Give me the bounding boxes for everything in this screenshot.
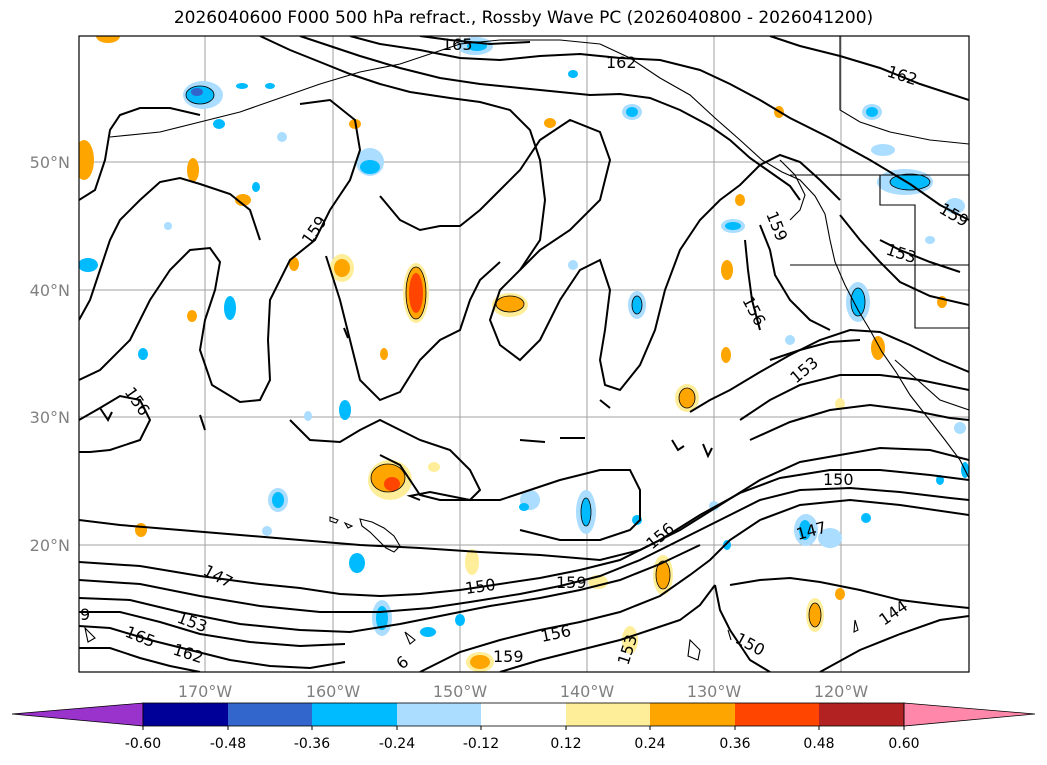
colorbar-extend-high: [903, 702, 1036, 727]
map-frame: [78, 35, 970, 673]
lat-label-40n: 40°N: [30, 281, 70, 300]
latitude-labels: 50°N 40°N 30°N 20°N: [30, 153, 70, 555]
lon-label-130w: 130°W: [687, 682, 742, 701]
lat-label-30n: 30°N: [30, 408, 70, 427]
lon-label-170w: 170°W: [178, 682, 233, 701]
lon-label-160w: 160°W: [306, 682, 361, 701]
contour-label: 150: [464, 575, 497, 598]
contour-label: 9: [80, 605, 90, 624]
colorbar-segment: [650, 703, 735, 726]
colorbar-segment: [397, 703, 481, 726]
colorbar-extend-low: [11, 702, 144, 727]
contour-label: 159: [493, 647, 524, 666]
lon-label-140w: 140°W: [560, 682, 615, 701]
colorbar-tick-label: 0.12: [550, 736, 581, 752]
colorbar-segment: [735, 703, 819, 726]
longitude-labels: 170°W 160°W 150°W 140°W 130°W 120°W: [178, 682, 869, 701]
lat-label-20n: 20°N: [30, 536, 70, 555]
lon-label-150w: 150°W: [433, 682, 488, 701]
gridlines: [79, 36, 969, 672]
colorbar-segment: [819, 703, 904, 726]
colorbar-tick-label: -0.60: [125, 736, 161, 752]
colorbar-segment: [481, 703, 566, 726]
colorbar-segment: [312, 703, 397, 726]
contour-label: 162: [606, 53, 637, 72]
shading-outlines: [185, 85, 931, 628]
colorbar-segment: [228, 703, 312, 726]
contour-label: 150: [823, 470, 854, 489]
lat-label-50n: 50°N: [30, 153, 70, 172]
colorbar-segment: [566, 703, 650, 726]
refractivity-contours: [79, 36, 969, 672]
colorbar-tick-label: -0.36: [294, 736, 330, 752]
colorbar-tick-label: 0.24: [634, 736, 665, 752]
lon-label-120w: 120°W: [814, 682, 869, 701]
negative-anomaly-shading: [79, 37, 969, 637]
map-title: 2026040600 F000 500 hPa refract., Rossby…: [173, 8, 874, 28]
colorbar-tick-label: 0.36: [719, 736, 750, 752]
colorbar-tick-label: 0.60: [888, 736, 919, 752]
colorbar-tick-label: -0.12: [463, 736, 499, 752]
colorbar-segment: [143, 703, 228, 726]
colorbar-tick-label: -0.48: [210, 736, 246, 752]
contour-label: 165: [442, 35, 473, 54]
contour-label: 159: [556, 573, 587, 592]
colorbar-tick-label: 0.48: [803, 736, 834, 752]
colorbar: -0.60 -0.48 -0.36 -0.24 -0.12 0.12 0.24 …: [11, 702, 1036, 752]
colorbar-tick-label: -0.24: [379, 736, 415, 752]
map-area: [79, 36, 969, 672]
